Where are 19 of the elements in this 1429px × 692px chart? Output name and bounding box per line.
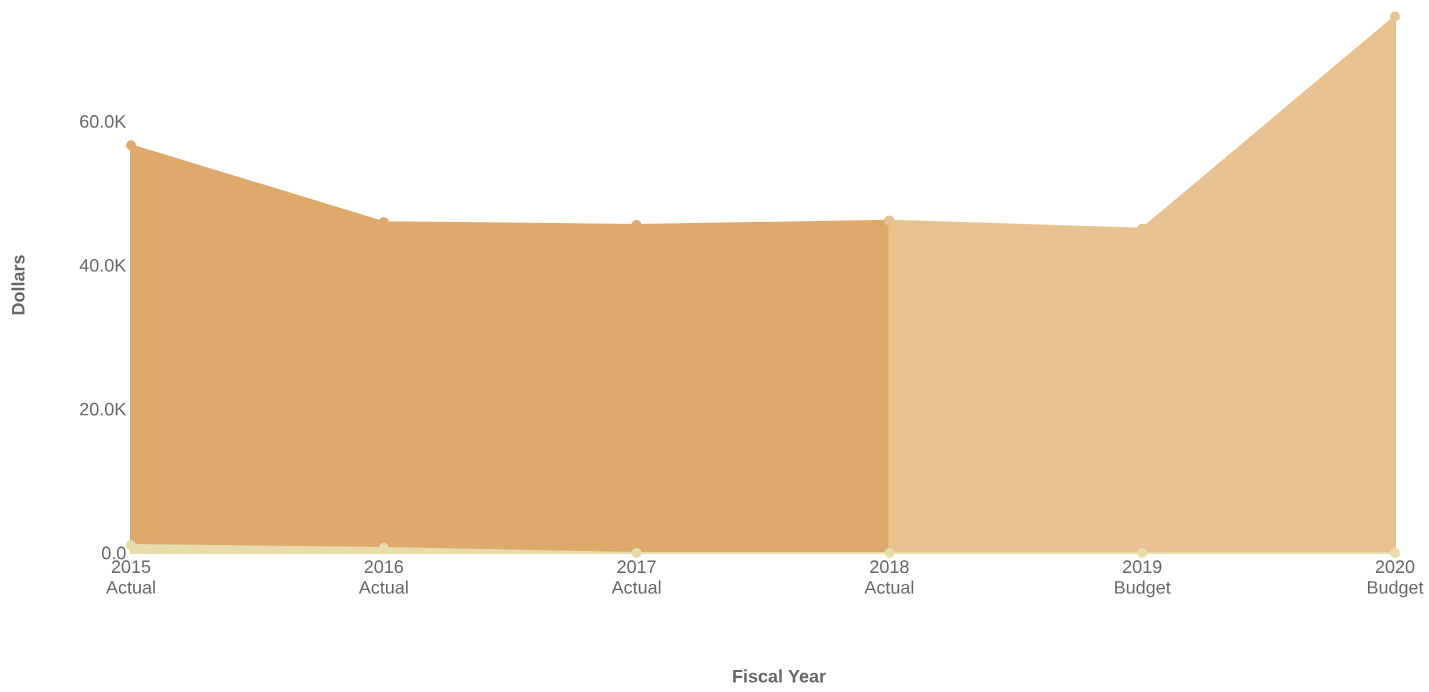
- point: [126, 540, 137, 551]
- point: [1390, 11, 1400, 22]
- y-tick-label: 20.0K: [80, 402, 127, 416]
- point: [1137, 547, 1148, 558]
- x-tick-label: 2017 Actual: [611, 560, 661, 594]
- y-tick-label: 40.0K: [79, 258, 127, 272]
- x-tick-label: 2015 Actual: [106, 560, 155, 594]
- y-tick-label: 60.0K: [80, 115, 127, 128]
- x-tick-label: 2019 Budget: [1115, 560, 1171, 598]
- point: [126, 140, 137, 151]
- point: [1390, 547, 1400, 558]
- point: [884, 547, 895, 558]
- x-axis-title: Fiscal Year: [733, 669, 826, 683]
- x-tick-label: 2020 Budget: [1367, 560, 1424, 598]
- x-tick-label: 2016 Actual: [358, 560, 408, 594]
- point: [631, 547, 642, 558]
- y-tick-label: 0.0: [101, 546, 126, 560]
- y-axis-title: Dollars: [11, 255, 25, 315]
- x-tick-label: 2018 Actual: [864, 560, 914, 594]
